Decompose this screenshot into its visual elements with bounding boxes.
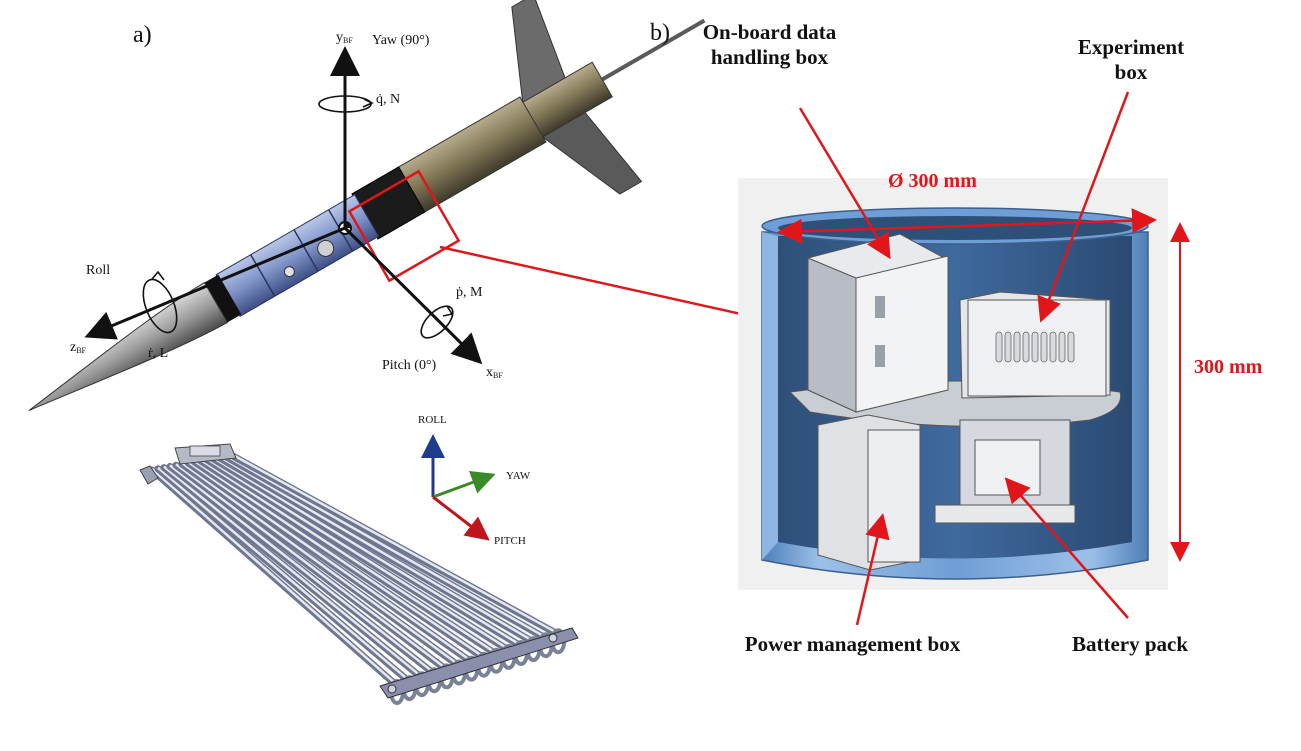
power-pointer-arrow — [855, 513, 890, 626]
roll-axis-subscript: BF — [76, 346, 87, 355]
pitch-axis-subscript: BF — [493, 371, 503, 380]
pitch-angle-label: Pitch (0°) — [382, 358, 437, 373]
roll-axis-symbol: z — [70, 340, 77, 355]
connector-arrow — [439, 245, 773, 328]
experiment-box-label: Experiment box — [1077, 35, 1185, 84]
panel-label-b: b) — [650, 20, 670, 46]
highlight-box — [347, 169, 461, 283]
rocket-illustration — [28, 0, 706, 411]
pitch-axis-arrow — [343, 226, 483, 365]
pitch-axis-symbol: x — [486, 365, 493, 380]
pitch-rotation-icon — [420, 305, 454, 339]
roll-rate-label: ṙ, L — [148, 346, 169, 361]
battery-pack-label: Battery pack — [1071, 632, 1189, 656]
yaw-axis-subscript: BF — [343, 36, 353, 45]
diameter-dimension-arrow — [777, 208, 1157, 244]
yaw-angle-label: Yaw (90°) — [372, 33, 430, 48]
pitch-axis-label: xBF — [486, 365, 503, 381]
yaw-axis-label: yBF — [336, 30, 353, 46]
roll-label: Roll — [86, 263, 111, 278]
obdh-pointer-arrow — [798, 107, 891, 260]
payload-module — [738, 178, 1168, 590]
roll-axis-label: zBF — [70, 340, 86, 356]
roll-rotation-icon — [142, 270, 178, 334]
yaw-axis-symbol: y — [336, 30, 343, 45]
triad-pitch-label: PITCH — [494, 535, 526, 547]
triad-yaw-label: YAW — [506, 470, 531, 482]
experiment-pointer-arrow — [1037, 91, 1130, 323]
height-label: 300 mm — [1194, 356, 1263, 378]
tube-heat-exchanger — [139, 443, 579, 705]
diameter-label: Ø 300 mm — [888, 170, 977, 192]
yaw-rate-label: q̇, N — [376, 92, 401, 107]
pitch-rate-label: ṗ, M — [456, 285, 483, 300]
yaw-rotation-icon — [318, 95, 374, 113]
obdh-box-label: On-board data handling box — [702, 20, 837, 69]
power-box-label: Power management box — [744, 632, 961, 656]
battery-pointer-arrow — [1004, 477, 1129, 619]
triad-roll-label: ROLL — [418, 414, 447, 426]
roll-axis-arrow — [84, 226, 346, 340]
attitude-triad — [421, 434, 496, 541]
panel-label-a: a) — [133, 22, 152, 48]
